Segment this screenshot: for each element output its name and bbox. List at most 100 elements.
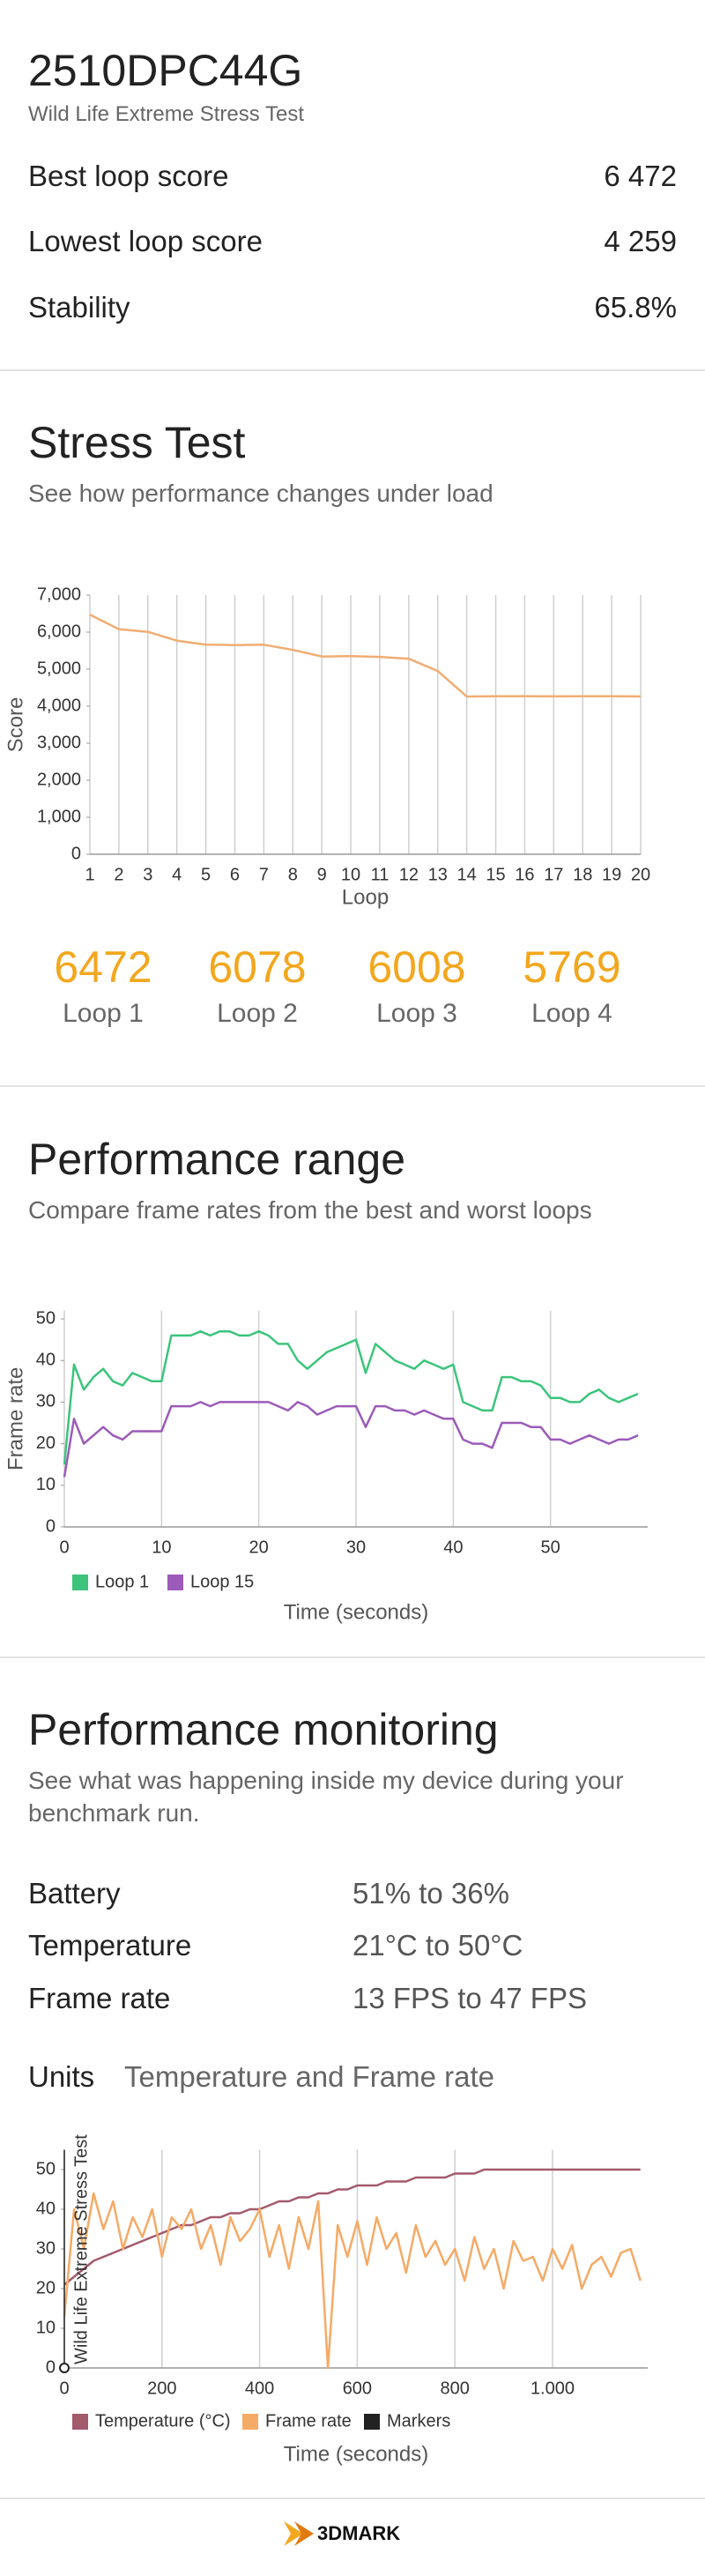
x-tick-label: 6: [230, 865, 240, 884]
x-axis-label: Loop: [342, 885, 389, 909]
y-tick-label: 10: [36, 1475, 56, 1494]
section-title: Performance range: [28, 1135, 406, 1184]
y-tick-label: 3,000: [37, 733, 81, 752]
loop-score: 6078: [208, 942, 307, 992]
legend-swatch: [364, 2414, 380, 2430]
divider: [0, 369, 705, 371]
row-label: Stability: [28, 291, 130, 324]
x-tick-label: 200: [147, 2379, 176, 2398]
legend-label: Loop 1: [95, 1572, 149, 1591]
y-tick-label: 5,000: [37, 659, 81, 678]
x-tick-label: 1: [85, 865, 94, 884]
row-value: 13 FPS to 47 FPS: [352, 1982, 587, 2014]
x-tick-label: 400: [245, 2379, 274, 2398]
logo-icon: [294, 2521, 314, 2546]
legend-swatch: [242, 2414, 258, 2430]
y-tick-label: 6,000: [37, 622, 81, 641]
y-tick-label: 20: [36, 1433, 56, 1453]
loop-label: Loop 2: [217, 999, 298, 1028]
section-subtitle: See what was happening inside my device …: [28, 1767, 624, 1827]
loop-label: Loop 4: [531, 999, 612, 1028]
row-label: Battery: [28, 1877, 121, 1910]
units-label: Units: [28, 2060, 95, 2093]
y-tick-label: 1,000: [37, 807, 81, 826]
x-tick-label: 0: [59, 2379, 69, 2398]
data-line: [63, 1401, 639, 1478]
legend-label: Temperature (°C): [95, 2411, 231, 2431]
section-title: Stress Test: [28, 418, 246, 467]
section-subtitle: See how performance changes under load: [28, 480, 494, 507]
y-tick-label: 10: [36, 2318, 56, 2337]
loop-score: 6008: [367, 942, 466, 992]
x-tick-label: 7: [259, 865, 269, 884]
divider: [0, 2498, 705, 2499]
section-subtitle: Compare frame rates from the best and wo…: [28, 1196, 592, 1224]
x-tick-label: 9: [317, 865, 327, 884]
y-axis-label: Score: [4, 697, 27, 753]
data-line: [63, 2168, 641, 2286]
x-axis-label: Time (seconds): [284, 2442, 428, 2466]
x-tick-label: 8: [288, 865, 298, 884]
x-axis-label: Time (seconds): [284, 1600, 428, 1624]
y-tick-label: 40: [36, 1351, 56, 1370]
y-tick-label: 7,000: [37, 584, 81, 604]
chart: 0 10 20 30 40 50 0 10 20 30 40 50 Loop 1 Loop 15 Time …: [4, 1308, 648, 1624]
row-label: Lowest loop score: [28, 225, 263, 257]
y-tick-label: 40: [36, 2199, 56, 2218]
row-value: 4 259: [604, 225, 677, 257]
row-label: Best loop score: [28, 160, 229, 192]
test-name: Wild Life Extreme Stress Test: [28, 102, 304, 126]
y-tick-label: 50: [36, 2159, 56, 2178]
loop-label: Loop 1: [63, 999, 144, 1028]
x-tick-label: 11: [371, 865, 390, 884]
loop-label: Loop 3: [376, 999, 457, 1028]
y-tick-label: 0: [46, 2357, 56, 2377]
row-label: Frame rate: [28, 1982, 171, 2014]
x-tick-label: 17: [544, 865, 563, 884]
x-tick-label: 20: [631, 865, 650, 884]
y-tick-label: 20: [36, 2278, 56, 2297]
logo-icon: [284, 2521, 303, 2546]
x-tick-label: 1.000: [531, 2379, 575, 2398]
row-value: 51% to 36%: [352, 1877, 509, 1910]
x-tick-label: 12: [399, 865, 419, 884]
divider: [0, 1657, 705, 1658]
x-tick-label: 3: [143, 865, 152, 884]
x-tick-label: 50: [541, 1537, 560, 1557]
x-tick-label: 5: [201, 865, 211, 884]
legend-label: Frame rate: [265, 2411, 352, 2431]
divider: [0, 1085, 705, 1087]
y-tick-label: 30: [36, 1392, 56, 1411]
x-tick-label: 40: [443, 1537, 463, 1557]
legend-swatch: [72, 2414, 88, 2430]
x-tick-label: 14: [457, 865, 477, 884]
row-label: Temperature: [28, 1929, 192, 1962]
data-line: [89, 614, 642, 698]
x-tick-label: 18: [573, 865, 592, 884]
legend-label: Markers: [387, 2411, 450, 2431]
row-value: 65.8%: [594, 291, 677, 324]
legend-swatch: [167, 1575, 183, 1590]
y-axis-label: Frame rate: [4, 1367, 27, 1470]
chart: 0 200 400 600 800 1.000 0 10 20 30 40 50 Wild Life E…: [36, 2134, 648, 2466]
data-line: [63, 1329, 639, 1465]
legend-swatch: [72, 1575, 88, 1590]
x-tick-label: 2: [114, 865, 123, 884]
x-tick-label: 15: [486, 865, 505, 884]
loop-score: 5769: [523, 942, 621, 992]
y-tick-label: 2,000: [37, 770, 81, 789]
x-tick-label: 800: [440, 2379, 469, 2398]
chart: 1 2 3 4 5 6 7 8 9 10 11 12 13 14 15 16 17 18 19 2001,0002,0…: [4, 584, 650, 909]
section-title: Performance monitoring: [28, 1705, 499, 1754]
y-tick-label: 0: [71, 844, 81, 863]
x-tick-label: 13: [428, 865, 448, 884]
y-tick-label: 50: [36, 1308, 56, 1328]
x-tick-label: 30: [346, 1537, 366, 1557]
row-value: 6 472: [604, 160, 677, 192]
device-title: 2510DPC44G: [28, 46, 303, 95]
x-tick-label: 4: [172, 865, 182, 884]
row-value: 21°C to 50°C: [352, 1929, 523, 1962]
x-tick-label: 0: [59, 1537, 69, 1557]
x-tick-label: 20: [249, 1537, 269, 1557]
